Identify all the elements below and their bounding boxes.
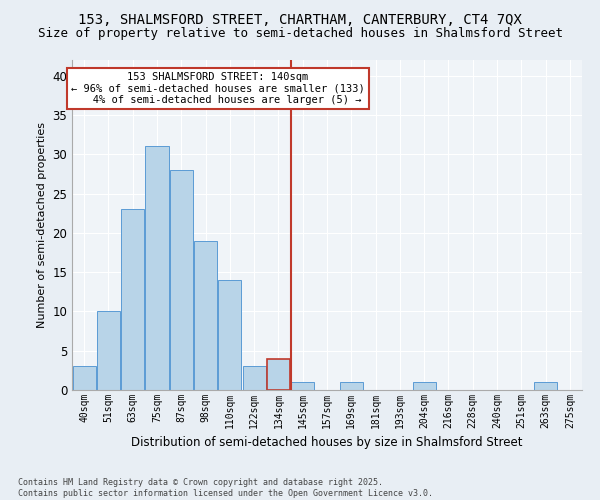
- Text: 153, SHALMSFORD STREET, CHARTHAM, CANTERBURY, CT4 7QX: 153, SHALMSFORD STREET, CHARTHAM, CANTER…: [78, 12, 522, 26]
- Bar: [340, 382, 363, 390]
- Bar: [145, 146, 169, 390]
- Bar: [267, 358, 290, 390]
- Bar: [73, 366, 95, 390]
- Bar: [97, 312, 120, 390]
- Y-axis label: Number of semi-detached properties: Number of semi-detached properties: [37, 122, 47, 328]
- Bar: [121, 210, 144, 390]
- Bar: [291, 382, 314, 390]
- Text: Size of property relative to semi-detached houses in Shalmsford Street: Size of property relative to semi-detach…: [37, 28, 563, 40]
- Bar: [413, 382, 436, 390]
- Bar: [194, 240, 217, 390]
- Bar: [170, 170, 193, 390]
- X-axis label: Distribution of semi-detached houses by size in Shalmsford Street: Distribution of semi-detached houses by …: [131, 436, 523, 450]
- Text: 153 SHALMSFORD STREET: 140sqm
← 96% of semi-detached houses are smaller (133)
  : 153 SHALMSFORD STREET: 140sqm ← 96% of s…: [71, 72, 365, 105]
- Bar: [218, 280, 241, 390]
- Bar: [534, 382, 557, 390]
- Text: Contains HM Land Registry data © Crown copyright and database right 2025.
Contai: Contains HM Land Registry data © Crown c…: [18, 478, 433, 498]
- Bar: [242, 366, 266, 390]
